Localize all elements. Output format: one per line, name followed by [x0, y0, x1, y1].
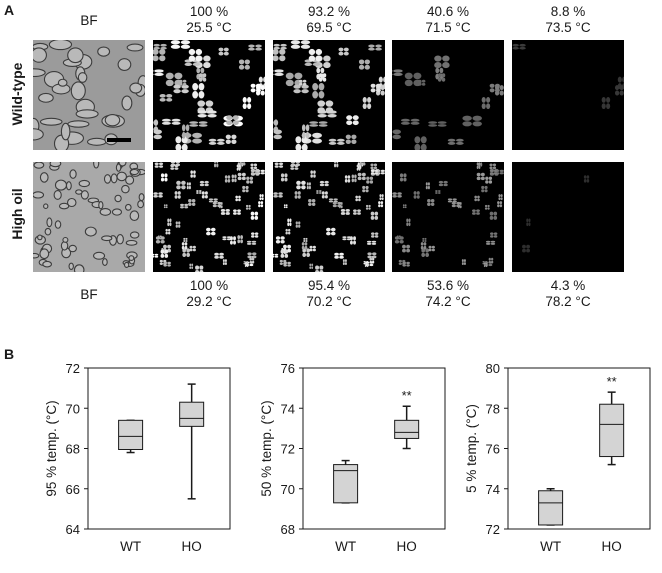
row-label-wild-type: Wild-type [9, 62, 25, 126]
micrograph-high-oil-bf [33, 162, 145, 272]
plot-frame [507, 367, 651, 530]
y-tick-label: 74 [486, 482, 500, 497]
x-tick-label: WT [335, 539, 356, 554]
top-caption-percent: 93.2 % [307, 4, 351, 19]
significance-marker: ** [607, 374, 617, 389]
bottom-caption-1: 100 % 29.2 °C [143, 278, 275, 310]
box-iqr [599, 403, 625, 458]
bottom-caption-0: BF [23, 287, 155, 303]
boxplot-5-temp-svg: 72 74 76 78 80 5 % temp. (°C) WT ** HO [464, 361, 651, 554]
box-iqr [179, 401, 205, 427]
y-tick-label: 76 [281, 362, 295, 376]
bottom-caption-4: 4.3 % 78.2 °C [502, 278, 634, 310]
boxplot-5-temp: 72 74 76 78 80 5 % temp. (°C) WT ** HO [460, 361, 660, 572]
top-caption-temperature: 25.5 °C [186, 20, 232, 35]
top-caption-4: 8.8 % 73.5 °C [502, 4, 634, 36]
y-tick-label: 70 [281, 482, 295, 497]
y-tick-label: 80 [486, 362, 500, 376]
scale-bar [107, 138, 131, 142]
box-iqr [538, 490, 564, 526]
bottom-caption-temperature: 70.2 °C [306, 294, 352, 309]
y-tick-label: 68 [66, 442, 80, 457]
top-caption-percent: 40.6 % [426, 4, 470, 19]
x-tick-label: HO [397, 539, 417, 554]
top-caption-0: BF [23, 13, 155, 29]
x-tick-label: HO [182, 539, 202, 554]
bottom-caption-temperature: 29.2 °C [186, 294, 232, 309]
y-tick-label: 72 [281, 442, 295, 457]
x-tick-label: WT [120, 539, 141, 554]
boxplot-95-temp: 64 66 68 70 72 95 % temp. (°C) WT HO [40, 361, 240, 572]
bottom-caption-percent: 100 % [189, 278, 229, 293]
plot-frame [302, 367, 446, 530]
top-caption-2: 93.2 % 69.5 °C [263, 4, 395, 36]
micrograph-wild-type-pol-3 [392, 40, 504, 150]
bottom-caption-percent: 4.3 % [550, 278, 586, 293]
box-wt [333, 459, 359, 504]
box-iqr [118, 419, 144, 451]
boxplot-50-temp: 68 70 72 74 76 50 % temp. (°C) WT ** HO [255, 361, 455, 572]
significance-marker: ** [402, 388, 412, 403]
micrograph-high-oil-pol-4 [512, 162, 624, 272]
bottom-caption-temperature: 74.2 °C [425, 294, 471, 309]
y-tick-label: 66 [66, 482, 80, 497]
box-ho: ** [599, 374, 625, 466]
plot-frame [87, 367, 231, 530]
y-tick-label: 76 [486, 442, 500, 457]
y-tick-label: 74 [281, 401, 295, 416]
panel-b-letter: B [4, 346, 15, 362]
top-caption-percent: 100 % [189, 4, 229, 19]
micrograph-high-oil-pol-1 [153, 162, 265, 272]
top-caption-3: 40.6 % 71.5 °C [382, 4, 514, 36]
micrograph-wild-type-pol-2 [273, 40, 385, 150]
micrograph-wild-type-pol-4 [512, 40, 624, 150]
panel-a-letter: A [4, 2, 15, 18]
top-caption-percent: BF [80, 13, 98, 28]
box-wt [118, 419, 144, 454]
y-tick-label: 78 [486, 401, 500, 416]
y-axis-label: 50 % temp. (°C) [259, 400, 274, 496]
y-axis-label: 95 % temp. (°C) [44, 400, 59, 496]
micrograph-wild-type-pol-1 [153, 40, 265, 150]
box-ho: ** [394, 388, 420, 450]
top-caption-1: 100 % 25.5 °C [143, 4, 275, 36]
bottom-caption-temperature: 78.2 °C [545, 294, 591, 309]
box-ho [179, 383, 205, 500]
x-tick-label: HO [602, 539, 622, 554]
y-tick-label: 72 [486, 522, 500, 537]
micrograph-wild-type-bf [33, 40, 145, 150]
y-axis-label: 5 % temp. (°C) [464, 404, 479, 493]
bottom-caption-percent: 95.4 % [307, 278, 351, 293]
row-label-high-oil: High oil [9, 188, 25, 240]
boxplot-95-temp-svg: 64 66 68 70 72 95 % temp. (°C) WT HO [44, 361, 231, 554]
bottom-caption-percent: BF [80, 287, 98, 302]
bottom-caption-3: 53.6 % 74.2 °C [382, 278, 514, 310]
y-tick-label: 72 [66, 362, 80, 376]
bottom-caption-percent: 53.6 % [426, 278, 470, 293]
y-tick-label: 64 [66, 522, 80, 537]
y-tick-label: 70 [66, 401, 80, 416]
top-caption-temperature: 71.5 °C [425, 20, 471, 35]
x-tick-label: WT [540, 539, 561, 554]
top-caption-temperature: 73.5 °C [545, 20, 591, 35]
box-iqr [394, 419, 420, 439]
micrograph-high-oil-pol-2 [273, 162, 385, 272]
boxplot-50-temp-svg: 68 70 72 74 76 50 % temp. (°C) WT ** HO [259, 361, 446, 554]
y-tick-label: 68 [281, 522, 295, 537]
top-caption-temperature: 69.5 °C [306, 20, 352, 35]
box-wt [538, 488, 564, 526]
top-caption-percent: 8.8 % [550, 4, 586, 19]
bottom-caption-2: 95.4 % 70.2 °C [263, 278, 395, 310]
micrograph-high-oil-pol-3 [392, 162, 504, 272]
